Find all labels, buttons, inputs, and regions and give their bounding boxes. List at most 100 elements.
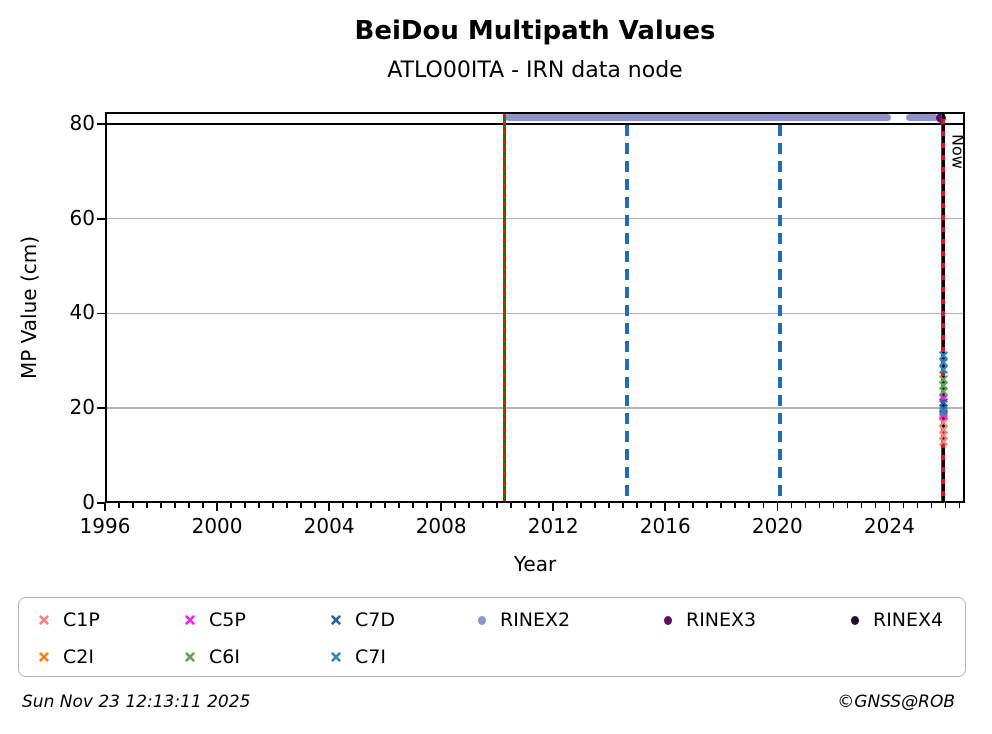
- x-tick-minor: [188, 503, 190, 508]
- x-tick-minor: [790, 503, 793, 508]
- x-tick-label: 2016: [639, 514, 691, 538]
- x-tick-minor: [146, 503, 148, 508]
- x-tick-label: 1996: [79, 514, 131, 538]
- x-tick-minor: [272, 503, 274, 508]
- rinex3-dot-marker-icon: [664, 615, 672, 625]
- legend-label-rinex3: RINEX3: [686, 609, 757, 631]
- x-tick-minor: [482, 503, 484, 508]
- x-tick-minor: [202, 503, 204, 508]
- x-tick-minor: [622, 503, 625, 508]
- y-tick-label: 40: [69, 300, 95, 325]
- plot-spine-top: [105, 112, 965, 114]
- x-tick-major: [216, 503, 218, 511]
- legend-label-rinex4: RINEX4: [873, 609, 944, 631]
- x-tick-minor: [132, 503, 134, 508]
- gridline-y20: [105, 407, 965, 409]
- x-tick-minor: [356, 503, 358, 508]
- scatter-point-c6i: [939, 375, 948, 390]
- x-tick-minor: [286, 503, 288, 508]
- x-tick-minor: [944, 503, 947, 508]
- plot-area: Now 1996 2000 2004 2008 2012 2016 2020 2024 0 20 40…: [70, 111, 968, 538]
- x-tick-minor: [678, 503, 681, 508]
- plot-spine-left: [105, 112, 107, 503]
- x-tick-minor: [412, 503, 414, 508]
- x-tick-label: 2012: [527, 514, 579, 538]
- x-tick-major: [328, 503, 330, 511]
- legend-label-c6i: C6I: [209, 646, 240, 668]
- x-tick-major: [776, 503, 779, 511]
- x-tick-major: [552, 503, 554, 511]
- chart-title: BeiDou Multipath Values: [354, 16, 716, 46]
- x-tick-minor: [496, 503, 498, 508]
- legend-item-c2i: C2I: [39, 643, 94, 671]
- y-tick-label: 20: [69, 395, 95, 420]
- x-tick-minor: [804, 503, 807, 508]
- legend-label-c2i: C2I: [63, 646, 94, 668]
- x-tick-minor: [748, 503, 751, 508]
- x-tick-minor: [958, 503, 961, 508]
- legend-item-rinex2: RINEX2: [478, 606, 570, 634]
- x-tick-minor: [342, 503, 344, 508]
- red-dash-overlay: [502, 112, 507, 503]
- x-tick-minor: [874, 503, 877, 508]
- scatter-point-c7i: [939, 401, 948, 416]
- legend-item-c5p: C5P: [185, 606, 246, 634]
- x-tick-minor: [636, 503, 639, 508]
- c7i-x-marker-icon: [331, 652, 341, 662]
- green-red-event-line: [502, 112, 507, 503]
- legend-item-c7d: C7D: [331, 606, 395, 634]
- legend-label-c5p: C5P: [209, 609, 246, 631]
- threshold-line-80cm: [105, 122, 965, 126]
- c7d-x-marker-icon: [331, 615, 341, 625]
- x-tick-minor: [832, 503, 835, 508]
- x-tick-minor: [118, 503, 120, 508]
- scatter-point-c1p: [939, 431, 948, 446]
- legend: C1P C2I C5P C6I C7D C7I RINEX2 RINEX3 RINEX4: [18, 597, 966, 677]
- y-tick-label: 80: [69, 110, 95, 135]
- y-tick-major: [97, 217, 105, 220]
- x-tick-minor: [734, 503, 737, 508]
- x-tick-minor: [706, 503, 709, 508]
- plot-spine-bottom: [105, 501, 965, 503]
- y-tick-label: 60: [69, 205, 95, 230]
- x-tick-label: 2004: [303, 514, 355, 538]
- x-tick-minor: [160, 503, 162, 508]
- legend-item-c1p: C1P: [39, 606, 100, 634]
- x-axis-label: Year: [513, 552, 557, 576]
- x-tick-minor: [468, 503, 470, 508]
- now-line: [941, 112, 946, 503]
- x-tick-minor: [762, 503, 765, 508]
- x-tick-major: [440, 503, 442, 511]
- blue-dashed-event-line: [624, 124, 629, 503]
- x-tick-major: [888, 503, 891, 511]
- x-tick-minor: [314, 503, 316, 508]
- x-tick-minor: [580, 503, 582, 508]
- x-tick-minor: [566, 503, 568, 508]
- x-tick-minor: [692, 503, 695, 508]
- x-tick-minor: [818, 503, 821, 508]
- legend-label-c7d: C7D: [355, 609, 395, 631]
- y-tick-major: [97, 502, 105, 504]
- x-tick-major: [104, 503, 106, 511]
- x-tick-minor: [860, 503, 863, 508]
- y-tick-major: [97, 122, 105, 125]
- x-tick-minor: [174, 503, 176, 508]
- scatter-point-c7i: [939, 359, 948, 374]
- rinex3-point: [936, 112, 947, 123]
- scatter-point-c7i: [939, 352, 948, 367]
- legend-item-rinex3: RINEX3: [664, 606, 756, 634]
- now-label: Now: [948, 133, 968, 169]
- x-tick-minor: [846, 503, 849, 508]
- blue-dashed-event-line: [778, 124, 783, 503]
- x-tick-minor: [398, 503, 400, 508]
- scatter-point-c6i: [939, 381, 948, 396]
- x-tick-minor: [384, 503, 386, 508]
- x-tick-minor: [426, 503, 428, 508]
- x-tick-minor: [244, 503, 246, 508]
- x-tick-minor: [930, 503, 933, 508]
- credit: ©GNSS@ROB: [837, 692, 955, 712]
- legend-item-c6i: C6I: [185, 643, 240, 671]
- y-tick-major: [97, 312, 105, 315]
- x-tick-label: 2024: [863, 514, 915, 538]
- legend-label-c7i: C7I: [355, 646, 386, 668]
